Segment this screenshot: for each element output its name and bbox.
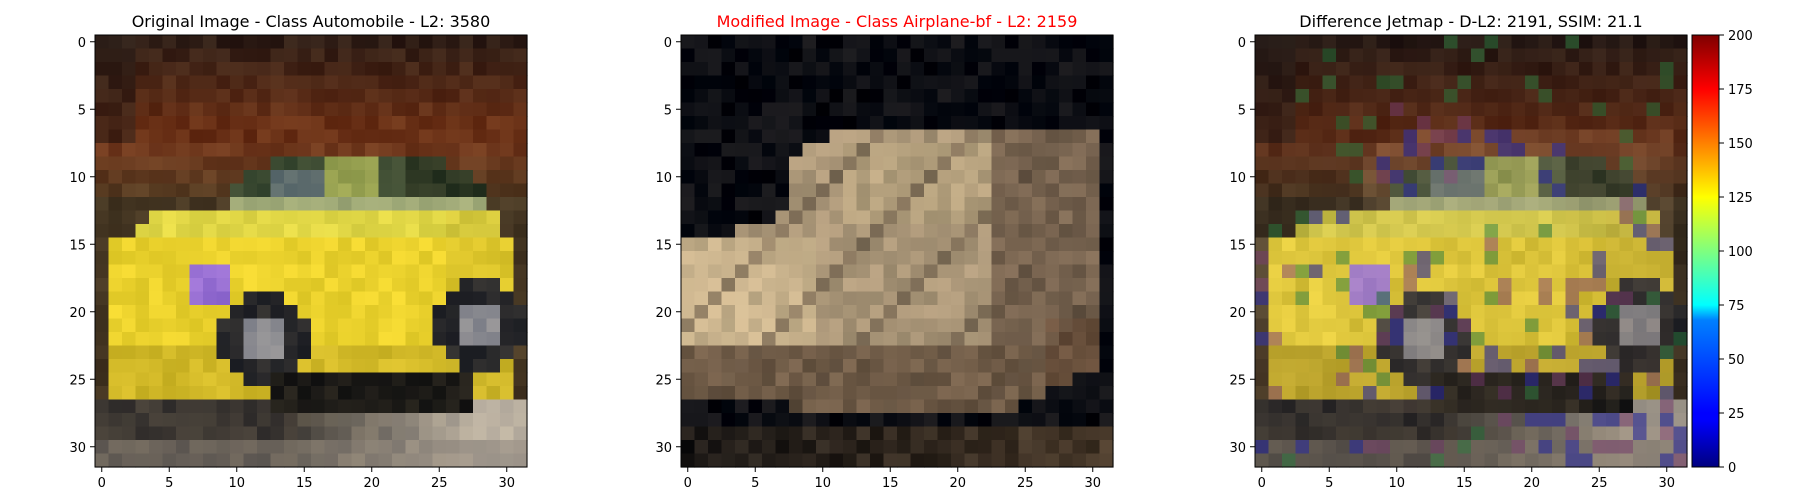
y-tick-label: 20 [69, 306, 86, 321]
x-tick-label: 20 [949, 476, 966, 491]
x-tick-label: 0 [98, 476, 106, 491]
y-tick-label: 5 [664, 103, 672, 118]
y-tick-label: 20 [655, 306, 672, 321]
colorbar-tick-label: 50 [1728, 353, 1745, 368]
colorbar-tick-label: 0 [1728, 461, 1736, 476]
x-tick-label: 20 [363, 476, 380, 491]
x-tick-label: 10 [814, 476, 831, 491]
y-tick-label: 10 [1229, 171, 1246, 186]
x-tick-label: 25 [1017, 476, 1034, 491]
axes-frame-difference [1254, 34, 1688, 468]
x-tick-label: 10 [228, 476, 245, 491]
panel-original: Original Image - Class Automobile - L2: … [69, 12, 528, 491]
x-tick-label: 15 [1456, 476, 1473, 491]
axis-ticks-difference: 0 5 10 15 20 25 30 0 5 10 15 20 25 30 [1229, 36, 1675, 491]
y-tick-label: 15 [655, 238, 672, 253]
x-tick-label: 30 [1658, 476, 1675, 491]
y-tick-label: 20 [1229, 306, 1246, 321]
colorbar-tick-label: 125 [1728, 191, 1753, 206]
original-image [95, 35, 528, 468]
colorbar-tick-label: 100 [1728, 245, 1753, 260]
colorbar-gradient [1691, 34, 1720, 468]
colorbar-tick-label: 175 [1728, 83, 1753, 98]
x-tick-label: 10 [1388, 476, 1405, 491]
y-tick-label: 0 [1238, 36, 1246, 51]
panel-title-difference: Difference Jetmap - D-L2: 2191, SSIM: 21… [1299, 12, 1642, 31]
modified-image [681, 35, 1114, 468]
panel-difference: Difference Jetmap - D-L2: 2191, SSIM: 21… [1229, 12, 1688, 491]
colorbar-tick-label: 200 [1728, 29, 1753, 44]
x-tick-label: 15 [296, 476, 313, 491]
x-tick-label: 0 [1258, 476, 1266, 491]
x-tick-label: 25 [1591, 476, 1608, 491]
panel-modified: Modified Image - Class Airplane-bf - L2:… [655, 12, 1114, 491]
x-tick-label: 25 [431, 476, 448, 491]
y-tick-label: 30 [655, 441, 672, 456]
colorbar-tick-label: 150 [1728, 137, 1753, 152]
y-tick-label: 30 [69, 441, 86, 456]
x-tick-label: 20 [1523, 476, 1540, 491]
axis-ticks-original: 0 5 10 15 20 25 30 0 5 10 15 20 25 30 [69, 36, 515, 491]
colorbar-tick-label: 25 [1728, 407, 1745, 422]
y-tick-label: 15 [69, 238, 86, 253]
difference-image [1255, 35, 1688, 468]
colorbar: 0 25 50 75 100 125 150 175 200 [1691, 29, 1753, 476]
y-tick-label: 25 [655, 373, 672, 388]
y-tick-label: 25 [69, 373, 86, 388]
y-tick-label: 25 [1229, 373, 1246, 388]
y-tick-label: 0 [664, 36, 672, 51]
x-tick-label: 0 [684, 476, 692, 491]
x-tick-label: 5 [751, 476, 759, 491]
y-tick-label: 5 [78, 103, 86, 118]
colorbar-ticks: 0 25 50 75 100 125 150 175 200 [1719, 29, 1753, 476]
y-tick-label: 30 [1229, 441, 1246, 456]
y-tick-label: 10 [69, 171, 86, 186]
x-tick-label: 5 [165, 476, 173, 491]
x-tick-label: 5 [1325, 476, 1333, 491]
x-tick-label: 30 [498, 476, 515, 491]
x-tick-label: 30 [1084, 476, 1101, 491]
y-tick-label: 10 [655, 171, 672, 186]
axis-ticks-modified: 0 5 10 15 20 25 30 0 5 10 15 20 25 30 [655, 36, 1101, 491]
y-tick-label: 5 [1238, 103, 1246, 118]
x-tick-label: 15 [882, 476, 899, 491]
panel-title-original: Original Image - Class Automobile - L2: … [132, 12, 491, 31]
panel-title-modified: Modified Image - Class Airplane-bf - L2:… [717, 12, 1078, 31]
y-tick-label: 15 [1229, 238, 1246, 253]
colorbar-tick-label: 75 [1728, 299, 1745, 314]
y-tick-label: 0 [78, 36, 86, 51]
axes-frame-original [94, 34, 528, 468]
axes-frame-modified [680, 34, 1114, 468]
